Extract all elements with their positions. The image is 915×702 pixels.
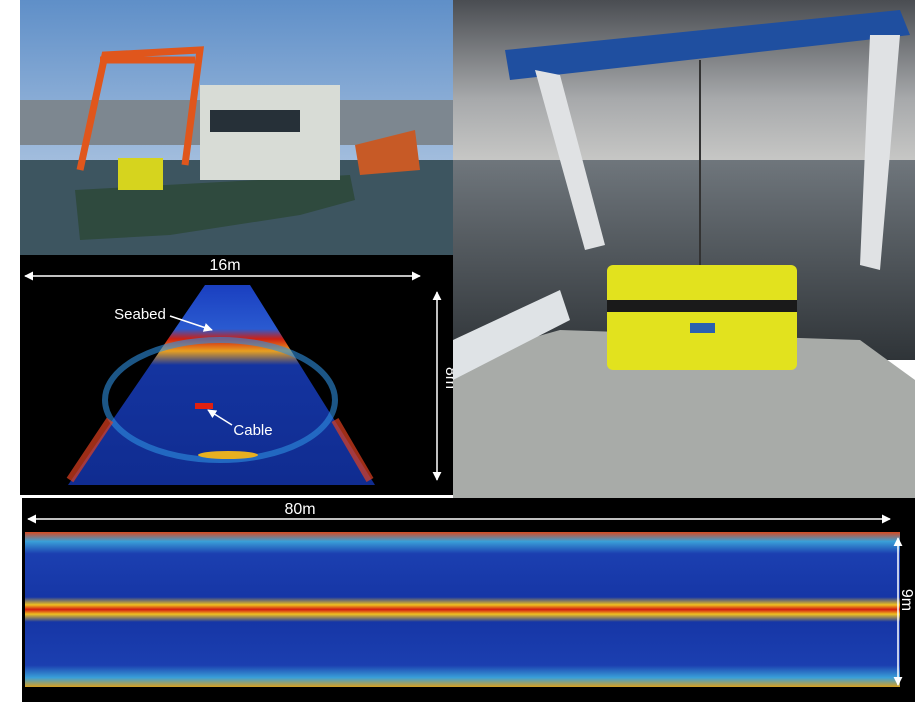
- bottom-return: [198, 451, 258, 459]
- sonar-fan-panel: 16m 8m Seabed Cable: [20, 255, 459, 495]
- cable-label: Cable: [233, 422, 272, 439]
- deck-photo: [453, 0, 915, 498]
- length-label: 80m: [284, 501, 315, 518]
- ship-windows: [210, 110, 300, 132]
- harbor-photo: [20, 0, 453, 255]
- sonar-strip-image: [25, 532, 900, 687]
- height-label: 9m: [898, 589, 915, 611]
- yellow-equipment: [118, 158, 163, 190]
- ship-superstructure: [200, 85, 340, 180]
- seabed-label: Seabed: [114, 306, 166, 323]
- frame-panel: [690, 323, 715, 333]
- width-label: 16m: [209, 257, 240, 274]
- cable-return: [195, 403, 213, 409]
- yellow-sonar-frame: [607, 265, 797, 370]
- composite-figure: 16m 8m Seabed Cable 80m 9m: [0, 0, 915, 702]
- frame-stripe: [607, 300, 797, 312]
- sonar-strip-panel: 80m 9m: [22, 498, 915, 702]
